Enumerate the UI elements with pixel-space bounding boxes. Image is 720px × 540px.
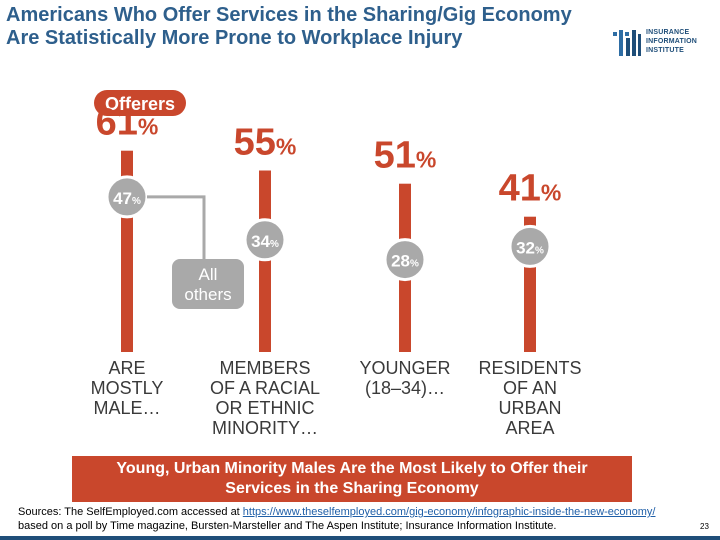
category-label: OF A RACIAL <box>210 378 320 398</box>
bar-offerers-label: 55% <box>234 122 297 164</box>
source-link[interactable]: https://www.theselfemployed.com/gig-econ… <box>242 506 656 518</box>
logo-line-2: INFORMATION <box>646 38 698 45</box>
source-prefix: Sources: The SelfEmployed.com accessed a… <box>18 506 243 518</box>
bar-others-marker <box>243 218 287 262</box>
category-label: RESIDENTS <box>478 358 581 378</box>
category-label: URBAN <box>498 398 561 418</box>
source-suffix: based on a poll by Time magazine, Burste… <box>18 520 557 532</box>
legend-others-label: others <box>184 285 231 304</box>
iii-logo: INSURANCE INFORMATION INSTITUTE <box>612 26 716 62</box>
category-label: OF AN <box>503 378 557 398</box>
category-label: MEMBERS <box>219 358 310 378</box>
category-label: MALE… <box>93 398 160 418</box>
bar-others-label: 47% <box>113 189 141 208</box>
legend-others-box <box>172 259 244 309</box>
logo-line-3: INSTITUTE <box>646 47 684 54</box>
bar-others-marker <box>508 224 552 268</box>
page-number: 23 <box>700 522 709 531</box>
category-label: OR ETHNIC <box>216 398 315 418</box>
bar-others-label: 32% <box>516 238 544 257</box>
legend-offerers-label: Offerers <box>105 94 175 114</box>
bar-offerers-label: 51% <box>374 135 437 177</box>
legend-others-label: All <box>199 265 218 284</box>
bar-offerers-label: 41% <box>499 168 562 210</box>
category-label: MINORITY… <box>212 418 318 438</box>
logo-bars-icon <box>613 30 641 56</box>
legend-others-connector <box>147 195 206 260</box>
category-label: ARE <box>108 358 145 378</box>
bar-others-marker <box>383 238 427 282</box>
bar-offerers-label: 61% <box>96 102 159 144</box>
slide-title: Americans Who Offer Services in the Shar… <box>6 4 572 49</box>
bottom-rule <box>0 536 720 540</box>
bar-others-label: 28% <box>391 252 419 271</box>
source-note: Sources: The SelfEmployed.com accessed a… <box>18 505 678 533</box>
summary-banner: Young, Urban Minority Males Are the Most… <box>72 456 632 502</box>
banner-text: Young, Urban Minority Males Are the Most… <box>116 460 588 497</box>
category-label: AREA <box>505 418 554 438</box>
bar-others-label: 34% <box>251 232 279 251</box>
logo-line-1: INSURANCE <box>646 29 690 36</box>
category-label: YOUNGER <box>359 358 450 378</box>
legend-offerers-swatch <box>94 90 186 116</box>
category-label: MOSTLY <box>91 378 164 398</box>
category-label: (18–34)… <box>365 378 445 398</box>
